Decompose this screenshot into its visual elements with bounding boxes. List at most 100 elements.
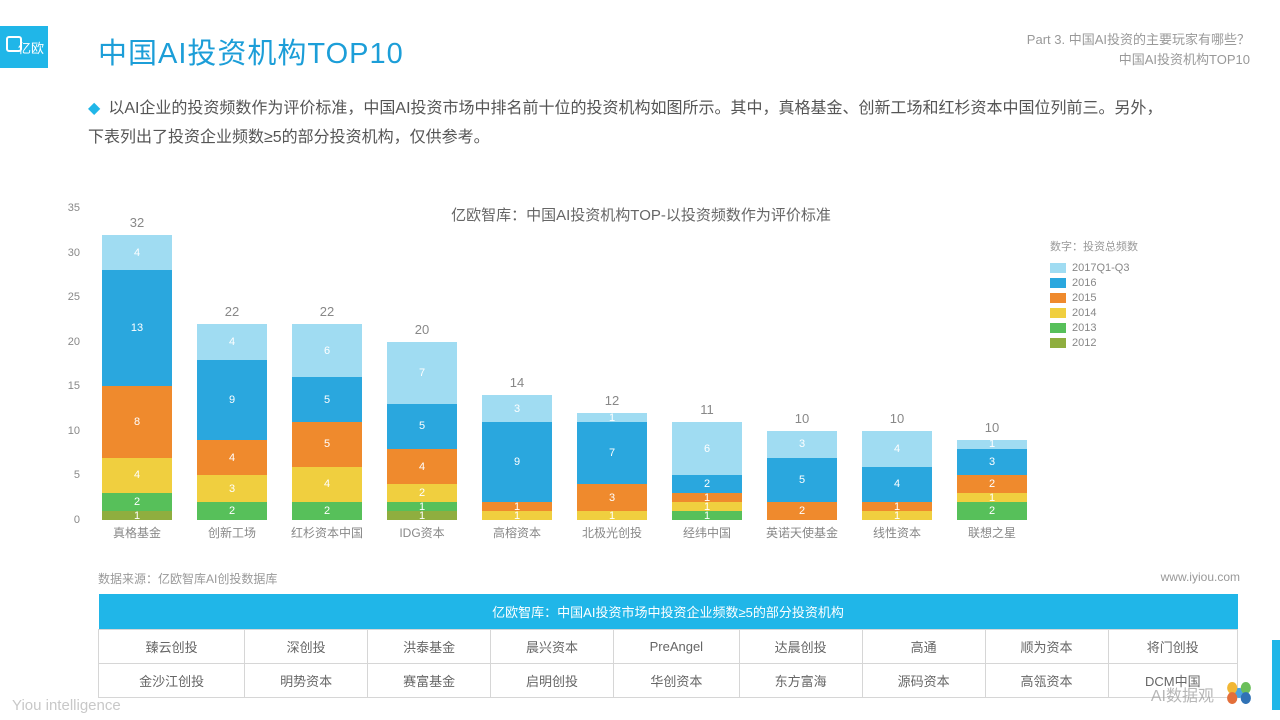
brand-text: 亿欧 [18, 38, 44, 57]
breadcrumb-line2: 中国AI投资机构TOP10 [1027, 50, 1250, 70]
bar-segment: 5 [767, 458, 837, 503]
bar-segment: 1 [957, 440, 1027, 449]
legend-swatch [1050, 323, 1066, 333]
bar-segment: 4 [197, 324, 267, 360]
bar-segment: 5 [292, 377, 362, 422]
legend-item: 2017Q1-Q3 [1050, 262, 1230, 274]
table-cell: 高通 [862, 630, 985, 664]
x-axis-label: 创新工场 [185, 524, 280, 541]
x-axis-label: 红杉资本中国 [280, 524, 375, 541]
bar-segment: 7 [577, 422, 647, 484]
chart-legend: 数字：投资总频数 2017Q1-Q320162015201420132012 [1050, 238, 1230, 352]
bar-total-label: 12 [605, 393, 619, 408]
y-tick: 0 [74, 514, 80, 526]
bar-segment: 8 [102, 386, 172, 457]
bar-segment: 9 [482, 422, 552, 502]
legend-label: 2017Q1-Q3 [1072, 262, 1129, 274]
source-url: www.iyiou.com [1161, 570, 1240, 584]
bar-segment: 9 [197, 360, 267, 440]
y-tick: 10 [68, 425, 80, 437]
bar-group: 25310 [767, 431, 837, 520]
table-cell: 达晨创投 [739, 630, 862, 664]
bar-segment: 1 [102, 511, 172, 520]
bar-group: 2123110 [957, 440, 1027, 520]
watermark-icon [1222, 676, 1256, 710]
bar-segment: 3 [482, 395, 552, 422]
data-source: 数据来源：亿欧智库AI创投数据库 [98, 570, 277, 587]
x-axis-label: 真格基金 [90, 524, 185, 541]
bar-group: 11245720 [387, 342, 457, 520]
bar-total-label: 20 [415, 322, 429, 337]
legend-item: 2016 [1050, 277, 1230, 289]
bar-group: 1112611 [672, 422, 742, 520]
chart-container: 亿欧智库：中国AI投资机构TOP-以投资频数作为评价标准 05101520253… [46, 200, 1236, 550]
x-axis-label: 线性资本 [850, 524, 945, 541]
y-tick: 25 [68, 291, 80, 303]
bar-segment: 5 [387, 404, 457, 449]
legend-swatch [1050, 278, 1066, 288]
legend-item: 2015 [1050, 292, 1230, 304]
legend-swatch [1050, 293, 1066, 303]
table-cell: 赛富基金 [368, 664, 491, 698]
x-axis-label: 联想之星 [945, 524, 1040, 541]
bar-segment: 3 [767, 431, 837, 458]
table-cell: 启明创投 [491, 664, 614, 698]
legend-item: 2014 [1050, 307, 1230, 319]
brand-logo: 亿欧 [0, 26, 48, 68]
y-tick: 35 [68, 202, 80, 214]
legend-label: 2013 [1072, 322, 1096, 334]
legend-item: 2012 [1050, 337, 1230, 349]
legend-label: 2014 [1072, 307, 1096, 319]
bar-segment: 2 [197, 502, 267, 520]
bar-segment: 4 [387, 449, 457, 485]
footer-brand: Yiou intelligence [12, 697, 121, 714]
x-axis-label: 经纬中国 [660, 524, 755, 541]
bar-total-label: 10 [985, 420, 999, 435]
section-breadcrumb: Part 3. 中国AI投资的主要玩家有哪些？ 中国AI投资机构TOP10 [1027, 30, 1250, 69]
bar-total-label: 10 [890, 411, 904, 426]
table-row: 臻云创投深创投洪泰基金晨兴资本PreAngel达晨创投高通顺为资本将门创投 [99, 630, 1238, 664]
bar-segment: 4 [862, 431, 932, 467]
bar-group: 119314 [482, 395, 552, 520]
y-axis: 05101520253035 [46, 200, 86, 520]
table-row: 金沙江创投明势资本赛富基金启明创投华创资本东方富海源码资本高瓴资本DCM中国 [99, 664, 1238, 698]
legend-swatch [1050, 263, 1066, 273]
bar-segment: 3 [577, 484, 647, 511]
table-cell: 臻云创投 [99, 630, 245, 664]
bar-segment: 2 [387, 484, 457, 502]
table-cell: 源码资本 [862, 664, 985, 698]
bar-segment: 5 [292, 422, 362, 467]
table-cell: 华创资本 [614, 664, 740, 698]
bar-segment: 4 [102, 458, 172, 494]
bar-segment: 3 [957, 449, 1027, 476]
bar-segment: 1 [482, 502, 552, 511]
table-cell: 高瓴资本 [985, 664, 1108, 698]
watermark-text: AI数据观 [1151, 682, 1214, 706]
bar-group: 137112 [577, 413, 647, 520]
bar-total-label: 22 [320, 304, 334, 319]
legend-swatch [1050, 308, 1066, 318]
bar-total-label: 22 [225, 304, 239, 319]
bar-group: 2349422 [197, 324, 267, 520]
x-axis-label: 北极光创投 [565, 524, 660, 541]
bar-segment: 2 [292, 502, 362, 520]
bar-segment: 2 [957, 475, 1027, 493]
bar-segment: 1 [577, 511, 647, 520]
bar-segment: 7 [387, 342, 457, 404]
bar-group: 2455622 [292, 324, 362, 520]
table-cell: 明势资本 [245, 664, 368, 698]
bar-segment: 2 [957, 502, 1027, 520]
bar-segment: 6 [292, 324, 362, 377]
bar-total-label: 32 [130, 215, 144, 230]
bar-segment: 1 [957, 493, 1027, 502]
y-tick: 5 [74, 469, 80, 481]
legend-label: 2012 [1072, 337, 1096, 349]
legend-swatch [1050, 338, 1066, 348]
bar-total-label: 10 [795, 411, 809, 426]
legend-label: 2015 [1072, 292, 1096, 304]
table-header: 亿欧智库：中国AI投资市场中投资企业频数≥5的部分投资机构 [99, 594, 1238, 630]
table-cell: 洪泰基金 [368, 630, 491, 664]
breadcrumb-line1: Part 3. 中国AI投资的主要玩家有哪些？ [1027, 30, 1250, 50]
bar-segment: 1 [862, 502, 932, 511]
bar-segment: 4 [197, 440, 267, 476]
